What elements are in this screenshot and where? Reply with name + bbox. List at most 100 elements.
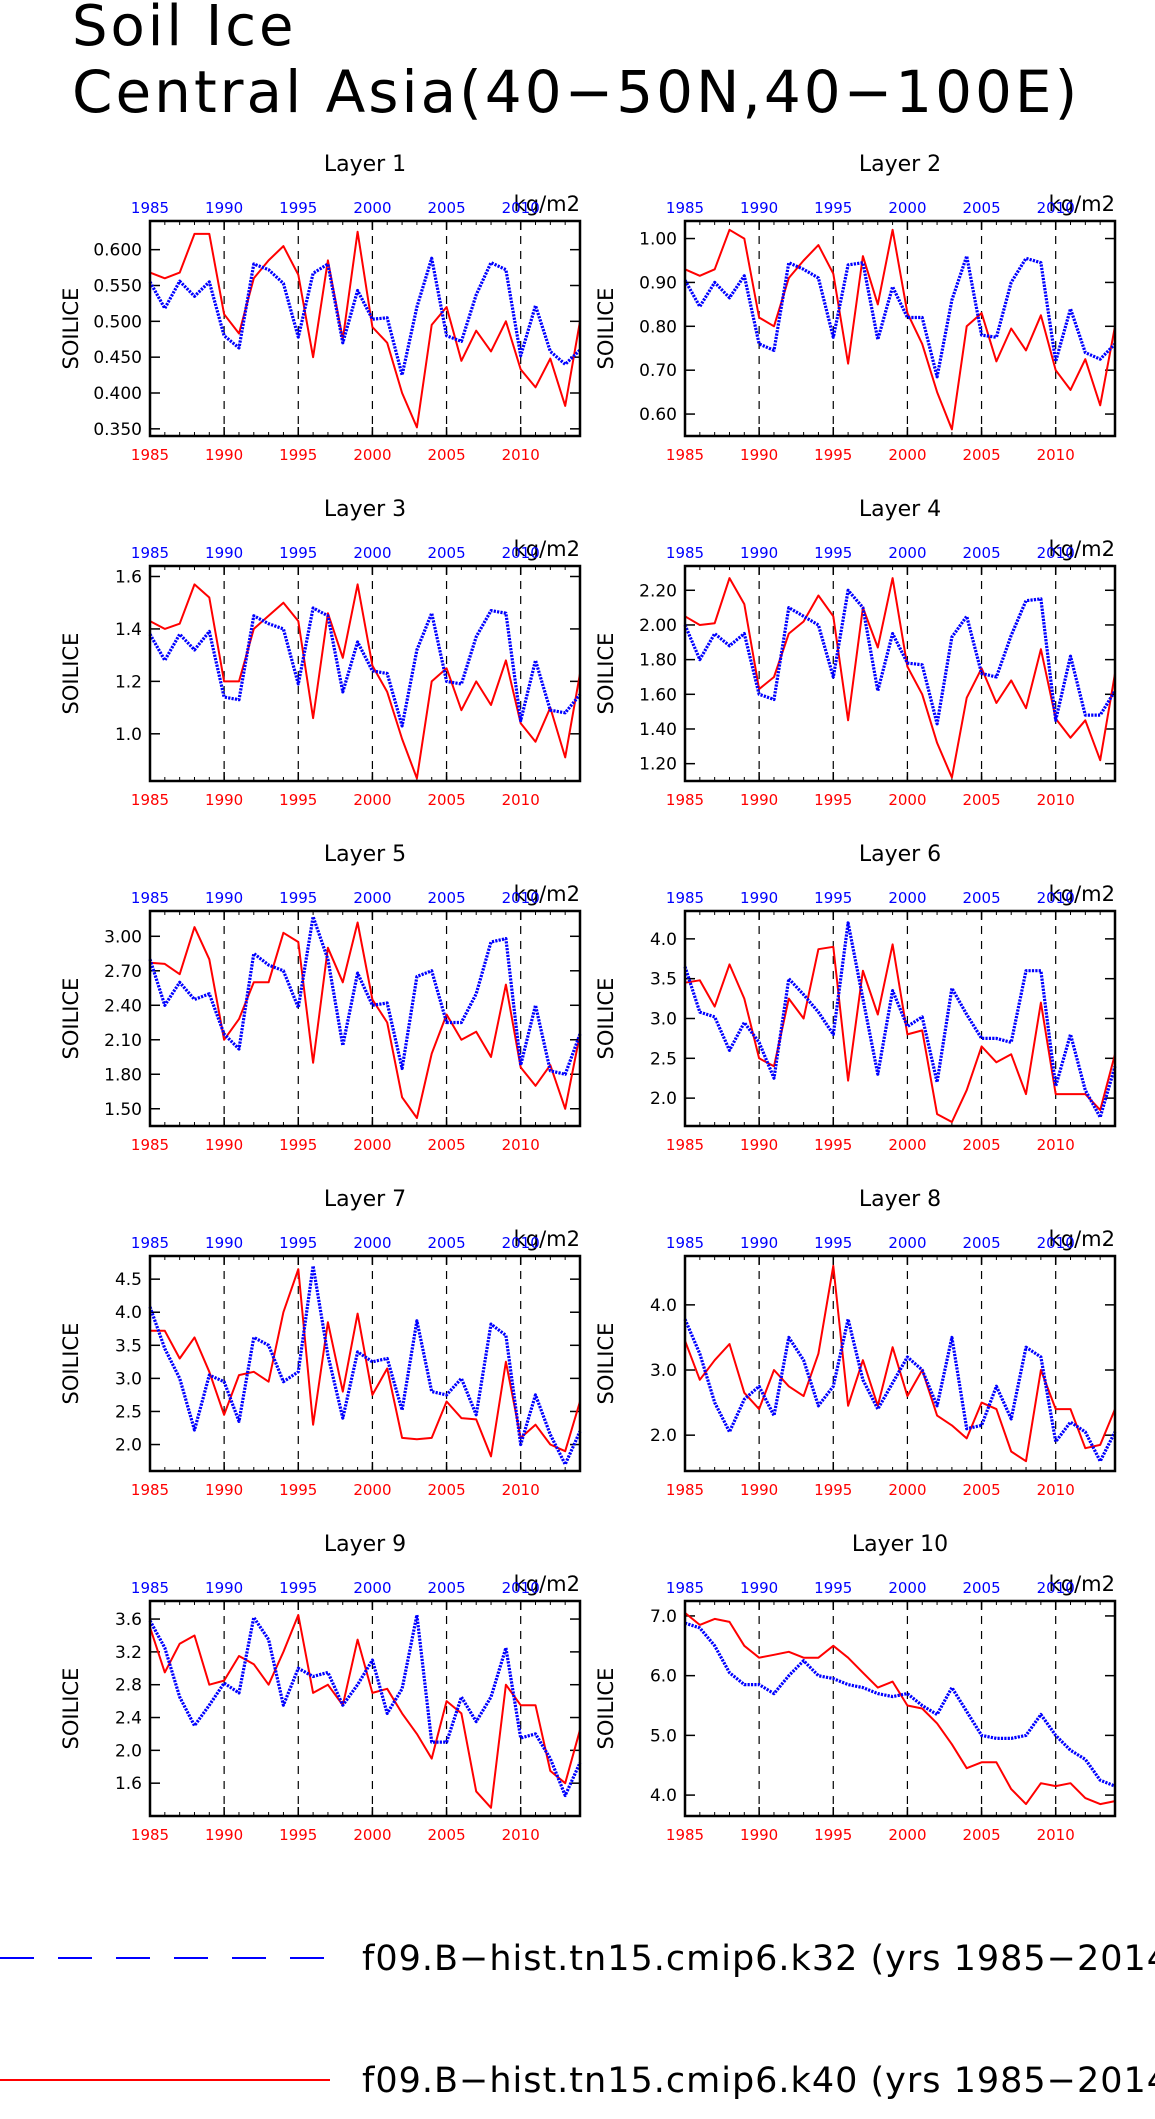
series-line-k32 [148, 1613, 582, 1798]
x-tick-label-top: 1990 [205, 199, 243, 217]
x-tick-label-bottom: 2005 [962, 446, 1000, 464]
units-label: kg/m2 [514, 1227, 580, 1251]
x-tick-label-bottom: 1990 [740, 1481, 778, 1499]
x-tick-label-top: 2005 [962, 889, 1000, 907]
x-tick-label-top: 1990 [740, 889, 778, 907]
x-tick-label-bottom: 2005 [427, 791, 465, 809]
x-tick-label-top: 1985 [131, 1234, 169, 1252]
chart-panel-6: Layer 6 kg/m2 1985 1985 1990 1990 1995 1995 2000… [594, 842, 1117, 1154]
y-axis-label: SOILICE [59, 633, 83, 715]
y-tick-label: 0.90 [639, 273, 677, 293]
units-label: kg/m2 [514, 882, 580, 906]
y-tick-label: 0.350 [93, 420, 142, 440]
series-line-k32 [683, 254, 1117, 379]
x-tick-label-bottom: 1985 [666, 446, 704, 464]
panel-title: Layer 4 [859, 497, 941, 522]
x-tick-label-bottom: 2000 [353, 1481, 391, 1499]
x-tick-label-top: 1985 [666, 889, 704, 907]
x-tick-label-bottom: 1990 [205, 1481, 243, 1499]
x-tick-label-top: 1995 [814, 889, 852, 907]
plot-frame [683, 564, 1117, 783]
series-line-k32 [148, 256, 582, 377]
x-tick-label-top: 1985 [131, 199, 169, 217]
x-tick-label-top: 1985 [131, 544, 169, 562]
y-tick-label: 4.0 [650, 1786, 677, 1806]
x-tick-label-bottom: 1990 [205, 1136, 243, 1154]
x-tick-label-top: 1995 [279, 889, 317, 907]
y-tick-label: 0.400 [93, 384, 142, 404]
units-label: kg/m2 [514, 1572, 580, 1596]
series-line-k32 [148, 606, 582, 728]
x-tick-label-top: 1990 [740, 1579, 778, 1597]
legend-entry-2: f09.B−hist.tn15.cmip6.k40 (yrs 1985−2014… [0, 2061, 1155, 2101]
chart-panel-9: Layer 9 kg/m2 1985 1985 1990 1990 1995 1995 2000… [59, 1532, 582, 1844]
panel-title: Layer 2 [859, 152, 941, 177]
x-tick-label-top: 2010 [1037, 199, 1075, 217]
series-line-k40 [150, 1268, 581, 1458]
x-tick-label-bottom: 2010 [502, 1136, 540, 1154]
x-tick-label-top: 1995 [279, 1579, 317, 1597]
y-tick-label: 1.20 [639, 755, 677, 775]
x-tick-label-bottom: 2000 [888, 791, 926, 809]
y-tick-label: 2.0 [115, 1741, 142, 1761]
y-axis-label: SOILICE [59, 288, 83, 370]
series-line-k40 [149, 230, 581, 429]
chart-panel-3: Layer 3 kg/m2 1985 1985 1990 1990 1995 1995 2000… [59, 497, 582, 809]
chart-panel-1: Layer 1 kg/m2 1985 1985 1990 1990 1995 1995 2000… [59, 152, 582, 464]
y-tick-label: 0.550 [93, 277, 142, 297]
chart-panel-7: Layer 7 kg/m2 1985 1985 1990 1990 1995 1995 2000… [59, 1187, 582, 1499]
y-axis-label: SOILICE [594, 288, 618, 370]
x-tick-label-bottom: 2000 [353, 791, 391, 809]
y-tick-label: 1.60 [639, 685, 677, 705]
series-line-k40 [684, 228, 1116, 431]
x-tick-label-top: 2000 [353, 544, 391, 562]
x-tick-label-top: 2005 [962, 199, 1000, 217]
y-tick-label: 1.6 [115, 567, 142, 587]
x-tick-label-bottom: 1985 [666, 1481, 704, 1499]
x-tick-label-bottom: 2010 [1037, 1136, 1075, 1154]
x-tick-label-top: 2000 [353, 1234, 391, 1252]
y-tick-label: 2.0 [115, 1436, 142, 1456]
x-tick-label-bottom: 2005 [427, 1481, 465, 1499]
y-tick-label: 4.0 [650, 1296, 677, 1316]
y-tick-label: 1.80 [104, 1065, 142, 1085]
y-tick-label: 2.4 [115, 1709, 142, 1729]
x-tick-label-bottom: 1985 [131, 446, 169, 464]
x-tick-label-top: 2010 [502, 1234, 540, 1252]
y-tick-label: 2.5 [115, 1402, 142, 1422]
panel-title: Layer 9 [324, 1532, 406, 1557]
x-tick-label-top: 2010 [1037, 544, 1075, 562]
x-tick-label-bottom: 2000 [353, 1136, 391, 1154]
y-tick-label: 4.0 [650, 930, 677, 950]
x-tick-label-bottom: 1985 [666, 1136, 704, 1154]
y-tick-label: 1.2 [115, 672, 142, 692]
x-tick-label-bottom: 2010 [502, 446, 540, 464]
x-tick-label-top: 2010 [502, 1579, 540, 1597]
x-tick-label-top: 1995 [814, 199, 852, 217]
series-line-k40 [684, 1264, 1116, 1463]
y-tick-label: 1.80 [639, 651, 677, 671]
series-line-k40 [149, 1614, 581, 1809]
x-tick-label-top: 2000 [353, 1579, 391, 1597]
chart-panel-10: Layer 10 kg/m2 1985 1985 1990 1990 1995 1995 200… [594, 1532, 1117, 1844]
units-label: kg/m2 [1049, 537, 1115, 561]
x-tick-label-top: 2010 [1037, 1234, 1075, 1252]
x-tick-label-top: 2005 [427, 1234, 465, 1252]
panel-title: Layer 6 [859, 842, 941, 867]
y-tick-label: 0.80 [639, 317, 677, 337]
x-tick-label-top: 2000 [888, 1234, 926, 1252]
x-tick-label-top: 2010 [502, 544, 540, 562]
plot-frame [683, 909, 1117, 1128]
chart-panel-5: Layer 5 kg/m2 1985 1985 1990 1990 1995 1995 2000… [59, 842, 582, 1154]
x-tick-label-bottom: 2000 [888, 1481, 926, 1499]
series-line-k40 [684, 577, 1116, 779]
series-line-k40 [149, 921, 581, 1119]
panel-title: Layer 7 [324, 1187, 406, 1212]
x-tick-label-top: 1995 [814, 1579, 852, 1597]
y-tick-label: 2.8 [115, 1676, 142, 1696]
series-line-k32 [683, 588, 1117, 726]
x-tick-label-bottom: 2010 [502, 1481, 540, 1499]
x-tick-label-top: 2005 [427, 544, 465, 562]
x-tick-label-top: 1985 [666, 544, 704, 562]
x-tick-label-bottom: 1995 [814, 446, 852, 464]
